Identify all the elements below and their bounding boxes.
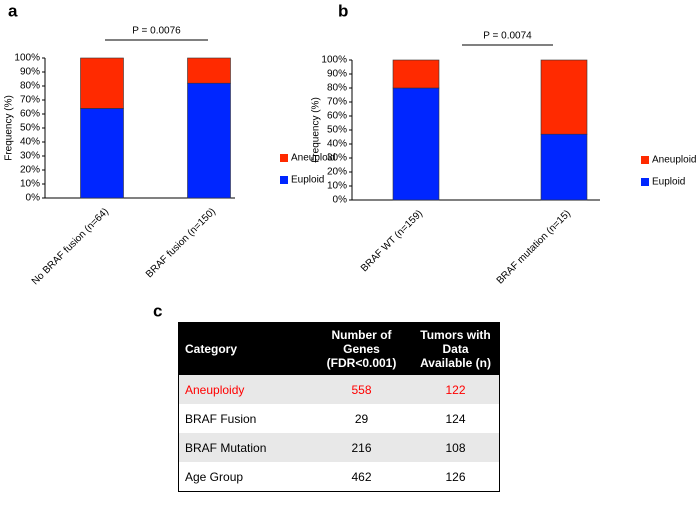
y-tick-label: 100% (14, 53, 40, 64)
bar-segment (540, 59, 588, 135)
table-cell: 558 (311, 375, 413, 404)
legend-swatch (280, 154, 288, 162)
y-tick-label: 90% (20, 67, 40, 78)
y-axis-label: Frequency (%) (4, 95, 15, 161)
table-cell: 126 (445, 469, 466, 484)
table-cell: 462 (351, 469, 372, 484)
table-row: BRAF Mutation 216 108 (178, 433, 500, 462)
bar-segment (540, 133, 588, 201)
legend-label: Euploid (291, 175, 324, 186)
legend-label: Euploid (652, 177, 685, 188)
header-row: Category Number of Genes (FDR<0.001) Tumor… (178, 322, 500, 375)
bar-segment (392, 59, 440, 89)
y-tick-label: 60% (20, 109, 40, 120)
header-cell: Tumors with Data Available (n) (412, 322, 500, 375)
y-tick-label: 80% (327, 83, 347, 94)
y-tick-label: 30% (327, 153, 347, 164)
legend-swatch (641, 156, 649, 164)
y-tick-label: 90% (327, 69, 347, 80)
table-cell: 124 (445, 411, 466, 426)
bar-segment (187, 82, 231, 199)
y-tick-label: 80% (20, 81, 40, 92)
legend-label: Aneuploid (291, 153, 335, 164)
y-tick-label: 50% (20, 123, 40, 134)
y-tick-label: 20% (20, 165, 40, 176)
x-tick-label: BRAF fusion (n=150) (144, 206, 218, 280)
table-cell: BRAF Fusion (185, 411, 257, 426)
y-tick-label: 20% (327, 167, 347, 178)
bar-segment (187, 57, 231, 84)
y-tick-label: 100% (321, 55, 347, 66)
bar-segment (80, 108, 124, 199)
y-tick-label: 0% (26, 193, 41, 204)
table-cell: BRAF Mutation (178, 433, 311, 462)
header-cell: Category (178, 322, 311, 375)
bar-segment (80, 57, 124, 109)
header-cell: Number of Genes (FDR<0.001) (311, 322, 413, 375)
bar-segment (392, 87, 440, 201)
y-tick-label: 0% (333, 195, 348, 206)
y-tick-label: 50% (327, 125, 347, 136)
panel-label: a (8, 1, 18, 20)
y-tick-label: 40% (20, 137, 40, 148)
table-cell: 216 (311, 433, 413, 462)
table-row: Age Group 462 126 (179, 462, 500, 492)
y-tick-label: 30% (20, 151, 40, 162)
y-tick-label: 70% (327, 97, 347, 108)
annotation: P = 0.0076 (132, 26, 181, 37)
data-table: Category Number of Genes (FDR<0.001) Tumor… (178, 322, 500, 492)
table-cell: 29 (354, 411, 369, 426)
legend-swatch (641, 178, 649, 186)
table-row: BRAF Fusion 29 124 (179, 404, 500, 433)
y-tick-label: 40% (327, 139, 347, 150)
legend-label: Aneuploid (652, 155, 696, 166)
annotation: P = 0.0074 (483, 31, 532, 42)
panel-label: b (338, 1, 348, 20)
table-cell: 108 (412, 433, 500, 462)
y-tick-label: 60% (327, 111, 347, 122)
table-cell: Aneuploidy (178, 375, 311, 404)
x-tick-label: BRAF mutation (n=15) (495, 208, 573, 286)
y-tick-label: 70% (20, 95, 40, 106)
x-tick-label: BRAF WT (n=159) (359, 208, 425, 274)
legend-swatch (280, 176, 288, 184)
y-tick-label: 10% (20, 179, 40, 190)
panel-label: c (153, 301, 162, 320)
table-row: Aneuploidy 558 122 (178, 375, 500, 404)
x-tick-label: No BRAF fusion (n=64) (30, 206, 111, 287)
table-cell: Age Group (185, 469, 244, 484)
y-axis-label: Frequency (%) (311, 97, 322, 163)
y-tick-label: 10% (327, 181, 347, 192)
table-cell: 122 (412, 375, 500, 404)
